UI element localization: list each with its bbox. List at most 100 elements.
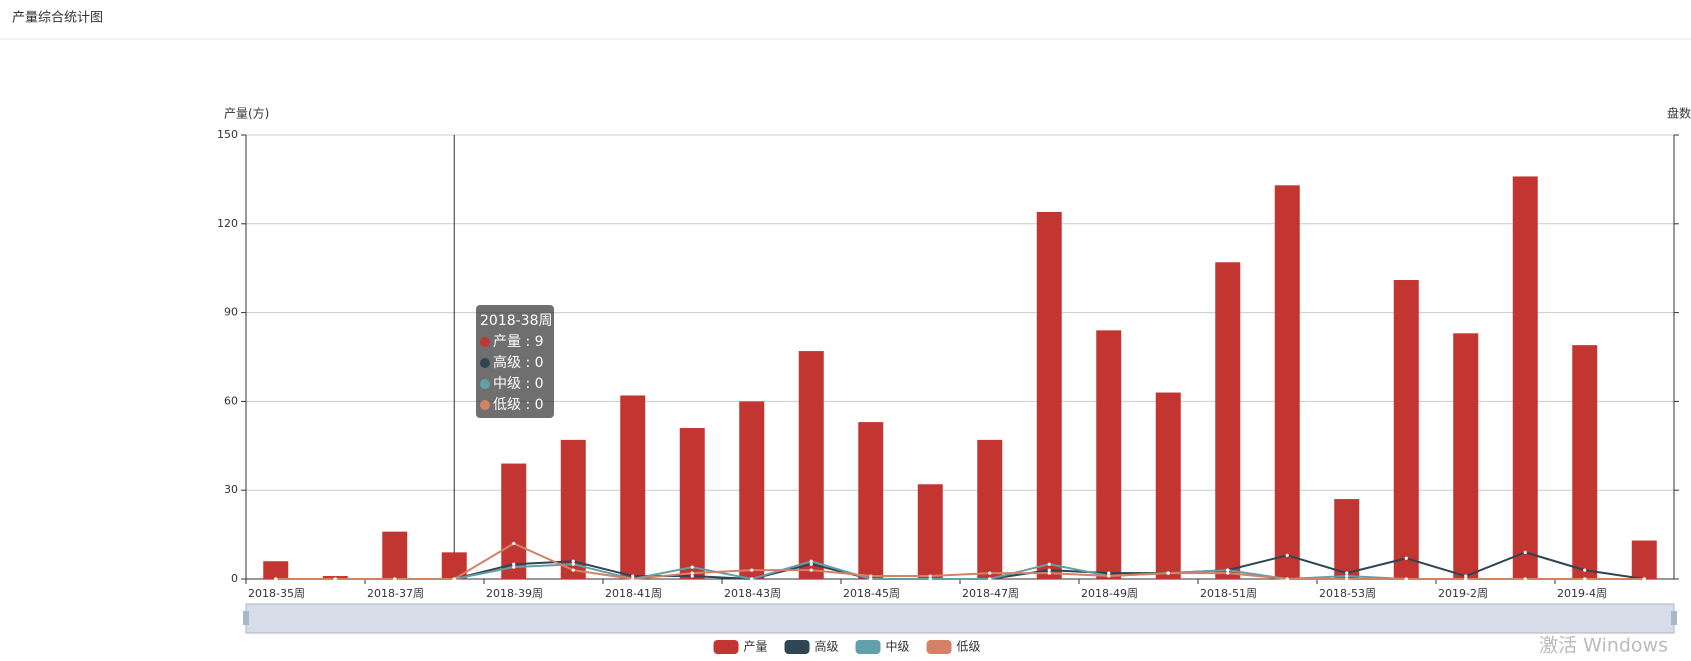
tooltip-part: : bbox=[521, 355, 535, 371]
line-point bbox=[512, 541, 516, 546]
bar bbox=[798, 351, 824, 579]
zoom-handle-left bbox=[243, 611, 249, 625]
tooltip-part: 低级 bbox=[493, 397, 521, 413]
x-tick-label: 2018-37周 bbox=[367, 587, 424, 600]
x-tick-label: 2018-49周 bbox=[1081, 587, 1138, 600]
line-point bbox=[1583, 577, 1587, 581]
bar bbox=[263, 561, 289, 579]
tooltip-part: 0 bbox=[535, 376, 544, 392]
line-point bbox=[1345, 577, 1349, 581]
x-tick-label: 2018-35周 bbox=[248, 587, 305, 600]
y2-axis-title: 盘数 bbox=[1667, 106, 1691, 121]
y-tick-label: 60 bbox=[224, 394, 238, 407]
line-point bbox=[869, 574, 873, 578]
bar bbox=[382, 531, 408, 579]
bar bbox=[1572, 345, 1598, 579]
line-point bbox=[1464, 577, 1468, 581]
x-tick-label: 2018-53周 bbox=[1319, 587, 1376, 600]
line-point bbox=[512, 565, 516, 569]
line-point bbox=[1285, 553, 1289, 557]
tooltip-part: 0 bbox=[535, 355, 544, 371]
line-point bbox=[1523, 550, 1527, 554]
line-point bbox=[809, 559, 813, 563]
zoom-handle-right bbox=[1671, 611, 1677, 625]
bar bbox=[977, 439, 1003, 579]
line-point bbox=[869, 577, 873, 581]
tooltip-dot bbox=[480, 358, 490, 368]
line-point bbox=[1345, 574, 1349, 578]
line-point bbox=[988, 577, 992, 581]
line-point bbox=[928, 574, 932, 578]
legend-swatch bbox=[855, 640, 881, 654]
tooltip-dot bbox=[480, 379, 490, 389]
tooltip-dot bbox=[480, 400, 490, 410]
tooltip-part: : bbox=[521, 397, 535, 413]
legend-label: 中级 bbox=[886, 639, 910, 654]
tooltip-part: 高级 bbox=[493, 354, 521, 371]
bar bbox=[1512, 176, 1538, 579]
y-axis-title: 产量(方) bbox=[224, 106, 269, 121]
y-tick-label: 90 bbox=[224, 306, 238, 319]
line-point bbox=[1285, 577, 1289, 581]
legend-label: 高级 bbox=[815, 639, 839, 654]
x-tick-label: 2019-2周 bbox=[1438, 587, 1488, 600]
tooltip-text: 产量 : 9 bbox=[493, 334, 544, 350]
tooltip-part: : bbox=[521, 334, 535, 350]
tooltip-part: 0 bbox=[535, 397, 544, 413]
bar bbox=[560, 439, 586, 579]
x-tick-label: 2019-4周 bbox=[1557, 587, 1607, 600]
line-point bbox=[333, 577, 337, 581]
line-point bbox=[750, 577, 754, 581]
line-point bbox=[571, 562, 575, 566]
x-tick-label: 2018-39周 bbox=[486, 587, 543, 600]
line-point bbox=[1404, 577, 1408, 581]
bar bbox=[620, 395, 646, 579]
bar bbox=[858, 422, 884, 579]
bar bbox=[501, 463, 527, 579]
line-point bbox=[1047, 571, 1051, 575]
line-point bbox=[809, 568, 813, 572]
line-point bbox=[1107, 571, 1111, 575]
line-point bbox=[1226, 568, 1230, 572]
bar bbox=[441, 552, 467, 579]
bar bbox=[1155, 392, 1181, 579]
page-title: 产量综合统计图 bbox=[12, 11, 103, 26]
y-tick-label: 150 bbox=[217, 128, 238, 141]
tooltip-box bbox=[476, 305, 554, 418]
line-point bbox=[1166, 571, 1170, 575]
bar bbox=[739, 401, 765, 579]
line-point bbox=[750, 568, 754, 572]
bar bbox=[1393, 280, 1419, 579]
line-point bbox=[988, 571, 992, 575]
x-tick-label: 2018-45周 bbox=[843, 587, 900, 600]
line-point bbox=[690, 565, 694, 569]
legend-swatch bbox=[926, 640, 952, 654]
line-point bbox=[1642, 577, 1646, 581]
tooltip-title: 2018-38周 bbox=[480, 313, 553, 329]
bar bbox=[917, 484, 943, 579]
line-point bbox=[1583, 568, 1587, 572]
line-point bbox=[809, 562, 813, 566]
line-point bbox=[571, 559, 575, 563]
y-tick-label: 120 bbox=[217, 217, 238, 230]
bar bbox=[1096, 330, 1122, 579]
line-point bbox=[631, 574, 635, 578]
line-point bbox=[1047, 562, 1051, 566]
bar bbox=[1274, 185, 1300, 579]
bar bbox=[1215, 262, 1241, 579]
tooltip-part: 9 bbox=[535, 334, 544, 350]
line-point bbox=[928, 577, 932, 581]
legend-swatch bbox=[713, 640, 739, 654]
line-point bbox=[1226, 571, 1230, 575]
bar bbox=[1036, 211, 1062, 579]
line-point bbox=[393, 577, 397, 581]
tooltip-text: 低级 : 0 bbox=[493, 397, 544, 413]
tooltip-part: : bbox=[521, 376, 535, 392]
line-point bbox=[631, 577, 635, 581]
tooltip-text: 高级 : 0 bbox=[493, 354, 544, 371]
line-point bbox=[452, 577, 456, 581]
bar bbox=[1334, 499, 1360, 579]
line-point bbox=[512, 562, 516, 566]
tooltip-part: 中级 bbox=[493, 376, 521, 392]
